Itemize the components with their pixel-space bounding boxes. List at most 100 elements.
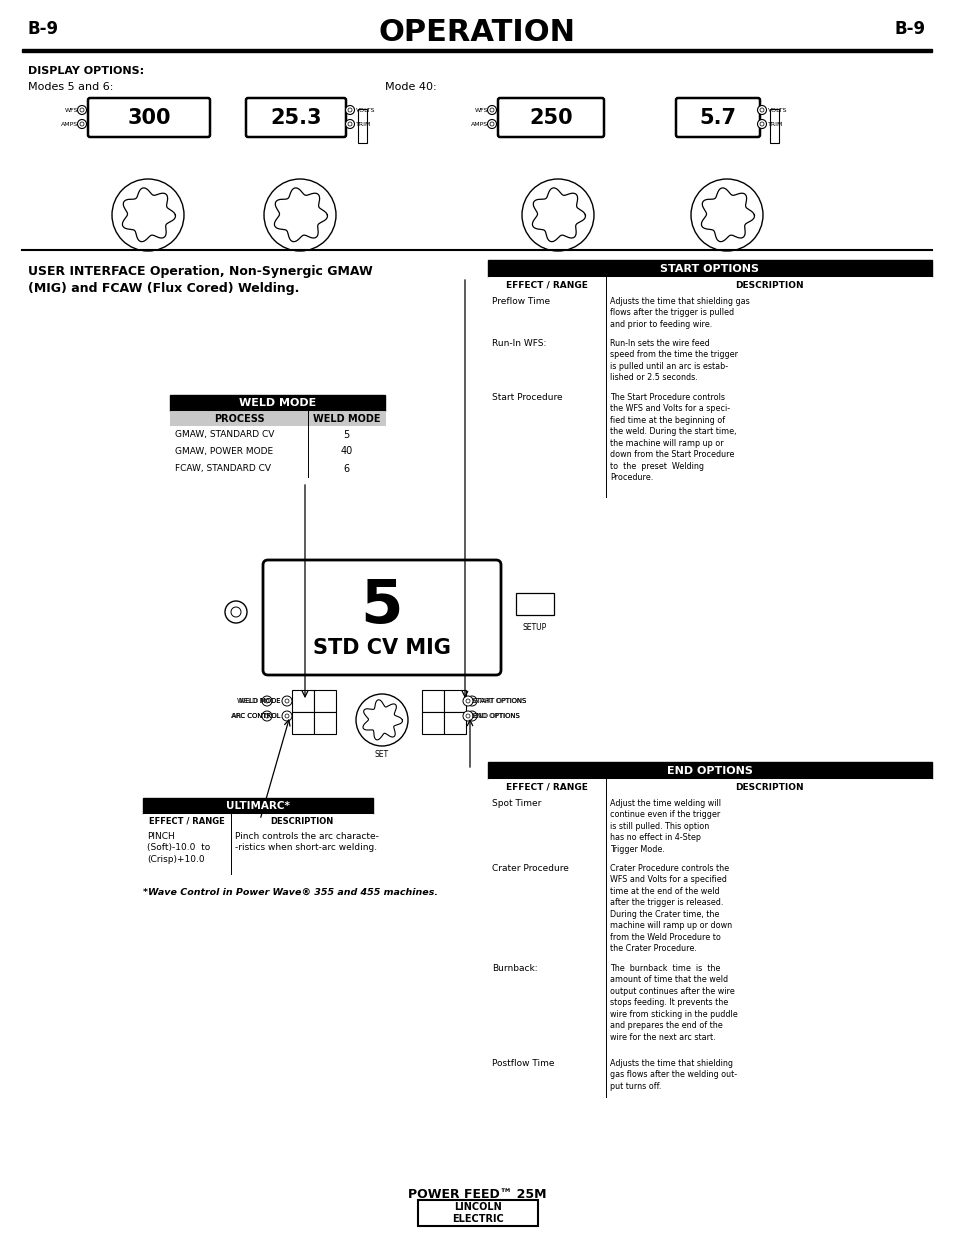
Text: 5: 5	[343, 430, 349, 440]
Circle shape	[470, 699, 474, 703]
Text: Crater Procedure controls the
WFS and Volts for a specified
time at the end of t: Crater Procedure controls the WFS and Vo…	[609, 864, 731, 953]
Text: AMPS: AMPS	[471, 121, 488, 126]
Circle shape	[757, 105, 765, 115]
Bar	[488, 860, 931, 960]
Circle shape	[285, 699, 289, 703]
Circle shape	[262, 711, 272, 721]
Text: START OPTIONS: START OPTIONS	[659, 263, 759, 273]
Text: Adjusts the time that shielding
gas flows after the welding out-
put turns off.: Adjusts the time that shielding gas flow…	[609, 1058, 737, 1091]
Text: DESCRIPTION: DESCRIPTION	[734, 280, 802, 289]
Circle shape	[265, 699, 269, 703]
Circle shape	[345, 105, 355, 115]
Circle shape	[467, 697, 476, 706]
Text: ARC CONTROL: ARC CONTROL	[232, 713, 280, 719]
Bar	[488, 261, 931, 277]
Text: END OPTIONS: END OPTIONS	[472, 713, 519, 719]
Circle shape	[80, 107, 84, 112]
Text: (MIG) and FCAW (Flux Cored) Welding.: (MIG) and FCAW (Flux Cored) Welding.	[28, 282, 299, 295]
Text: SETUP: SETUP	[522, 622, 547, 632]
Text: POWER FEED™ 25M: POWER FEED™ 25M	[407, 1188, 546, 1200]
Circle shape	[487, 120, 496, 128]
Text: The  burnback  time  is  the
amount of time that the weld
output continues after: The burnback time is the amount of time …	[609, 965, 737, 1041]
Circle shape	[348, 122, 352, 126]
Bar	[170, 395, 385, 411]
Circle shape	[490, 122, 494, 126]
Circle shape	[225, 601, 247, 622]
Bar	[314, 713, 335, 734]
Text: Run-In sets the wire feed
speed from the time the trigger
is pulled until an arc: Run-In sets the wire feed speed from the…	[609, 338, 738, 383]
Text: DISPLAY OPTIONS:: DISPLAY OPTIONS:	[28, 65, 144, 77]
Text: B-9: B-9	[894, 20, 925, 38]
Text: END OPTIONS: END OPTIONS	[474, 713, 519, 719]
Bar	[769, 109, 779, 143]
Text: START OPTIONS: START OPTIONS	[474, 698, 525, 704]
FancyBboxPatch shape	[497, 98, 603, 137]
Text: WFS: WFS	[65, 107, 78, 112]
Text: Adjusts the time that shielding gas
flows after the trigger is pulled
and prior : Adjusts the time that shielding gas flow…	[609, 296, 749, 329]
Circle shape	[690, 179, 762, 251]
Text: STD CV MIG: STD CV MIG	[313, 638, 451, 658]
Text: VOLTS: VOLTS	[767, 107, 786, 112]
Text: Burnback:: Burnback:	[492, 965, 537, 973]
Circle shape	[80, 122, 84, 126]
Circle shape	[264, 179, 335, 251]
FancyBboxPatch shape	[88, 98, 210, 137]
Text: DESCRIPTION: DESCRIPTION	[734, 783, 802, 792]
Text: FCAW, STANDARD CV: FCAW, STANDARD CV	[174, 464, 271, 473]
Circle shape	[465, 714, 470, 718]
Text: END OPTIONS: END OPTIONS	[666, 766, 752, 776]
Bar	[170, 459, 385, 477]
Text: DESCRIPTION: DESCRIPTION	[270, 816, 334, 825]
Bar	[357, 109, 367, 143]
Bar	[443, 690, 465, 713]
Text: Pinch controls the arc characte-
-ristics when short-arc welding.: Pinch controls the arc characte- -ristic…	[234, 832, 378, 852]
Bar	[488, 779, 931, 795]
Text: EFFECT / RANGE: EFFECT / RANGE	[149, 816, 225, 825]
Circle shape	[355, 694, 408, 746]
Text: The Start Procedure controls
the WFS and Volts for a speci-
fied time at the beg: The Start Procedure controls the WFS and…	[609, 393, 736, 482]
Text: B-9: B-9	[28, 20, 59, 38]
Bar	[421, 713, 443, 734]
Text: ULTIMARC*: ULTIMARC*	[226, 802, 290, 811]
FancyBboxPatch shape	[246, 98, 346, 137]
Circle shape	[112, 179, 184, 251]
Bar	[143, 827, 373, 874]
Text: WELD MODE: WELD MODE	[238, 698, 280, 704]
Circle shape	[462, 711, 473, 721]
Bar	[488, 277, 931, 293]
Text: AMPS: AMPS	[61, 121, 78, 126]
Text: TRIM: TRIM	[767, 121, 782, 126]
Text: START OPTIONS: START OPTIONS	[472, 698, 526, 704]
FancyBboxPatch shape	[676, 98, 760, 137]
Text: Start Procedure: Start Procedure	[492, 393, 562, 403]
Circle shape	[462, 697, 473, 706]
FancyBboxPatch shape	[263, 559, 500, 676]
Bar	[421, 690, 443, 713]
Text: Postflow Time: Postflow Time	[492, 1058, 554, 1068]
Circle shape	[285, 714, 289, 718]
Text: WELD MODE: WELD MODE	[313, 414, 380, 424]
Text: ARC CONTROL: ARC CONTROL	[231, 713, 281, 719]
Bar	[488, 335, 931, 389]
Text: VOLTS: VOLTS	[355, 107, 375, 112]
Text: PINCH
(Soft)-10.0  to
(Crisp)+10.0: PINCH (Soft)-10.0 to (Crisp)+10.0	[147, 832, 210, 864]
Bar	[170, 426, 385, 443]
Circle shape	[77, 105, 87, 115]
Text: Mode 40:: Mode 40:	[385, 82, 436, 91]
Circle shape	[760, 107, 763, 112]
Bar	[488, 960, 931, 1055]
Bar	[417, 1200, 537, 1226]
Text: EFFECT / RANGE: EFFECT / RANGE	[505, 280, 587, 289]
Text: GMAW, POWER MODE: GMAW, POWER MODE	[174, 447, 273, 456]
Circle shape	[760, 122, 763, 126]
Text: EFFECT / RANGE: EFFECT / RANGE	[505, 783, 587, 792]
Circle shape	[348, 107, 352, 112]
Bar	[170, 411, 385, 426]
Text: WFS: WFS	[474, 107, 488, 112]
Bar	[488, 293, 931, 335]
Bar	[143, 798, 373, 814]
Circle shape	[345, 120, 355, 128]
Bar	[488, 795, 931, 860]
Bar	[22, 49, 931, 52]
Bar	[488, 389, 931, 496]
